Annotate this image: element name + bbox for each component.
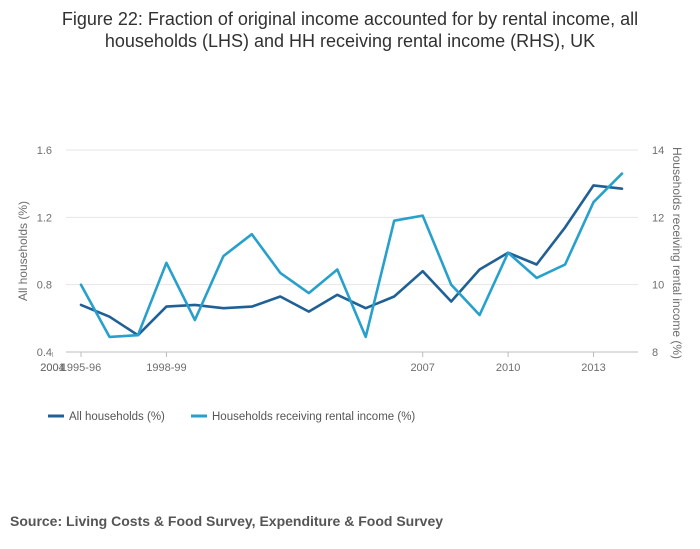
x-tick-label: 1998-99 [146,362,186,374]
y-right-tick-label: 14 [652,145,664,157]
source-note: Source: Living Costs & Food Survey, Expe… [10,513,444,529]
y-left-tick-label: 1.2 [37,212,52,224]
x-tick-label: 1995-96 [61,362,101,374]
x-tick-label: 2007 [410,362,434,374]
y-left-tick-label: 0.4 [37,347,52,359]
x-tick-label: 2013 [581,362,605,374]
legend-label: Households receiving rental income (%) [212,411,415,423]
series-line-rental-households [79,172,624,339]
y-left-tick-label: 1.6 [37,145,52,157]
chart-title-line: Figure 22: Fraction of original income a… [61,9,639,29]
x-tick-label: 2010 [496,362,520,374]
x-tick-label: 2001 [40,362,64,374]
y-right-tick-label: 10 [652,280,664,292]
y-left-axis-title: All households (%) [16,201,30,301]
x-tick-label: 2004 [40,362,64,374]
y-right-tick-label: 12 [652,212,664,224]
y-right-axis-title: Households receiving rental income (%) [670,147,684,359]
legend-label: All households (%) [69,411,165,423]
series-line-all-households [79,184,624,337]
chart-title-line: households (LHS) and HH receiving rental… [104,31,596,51]
y-left-tick-label: 0.8 [37,280,52,292]
y-right-tick-label: 8 [652,347,658,359]
chart-title: Figure 22: Fraction of original income a… [0,8,700,52]
